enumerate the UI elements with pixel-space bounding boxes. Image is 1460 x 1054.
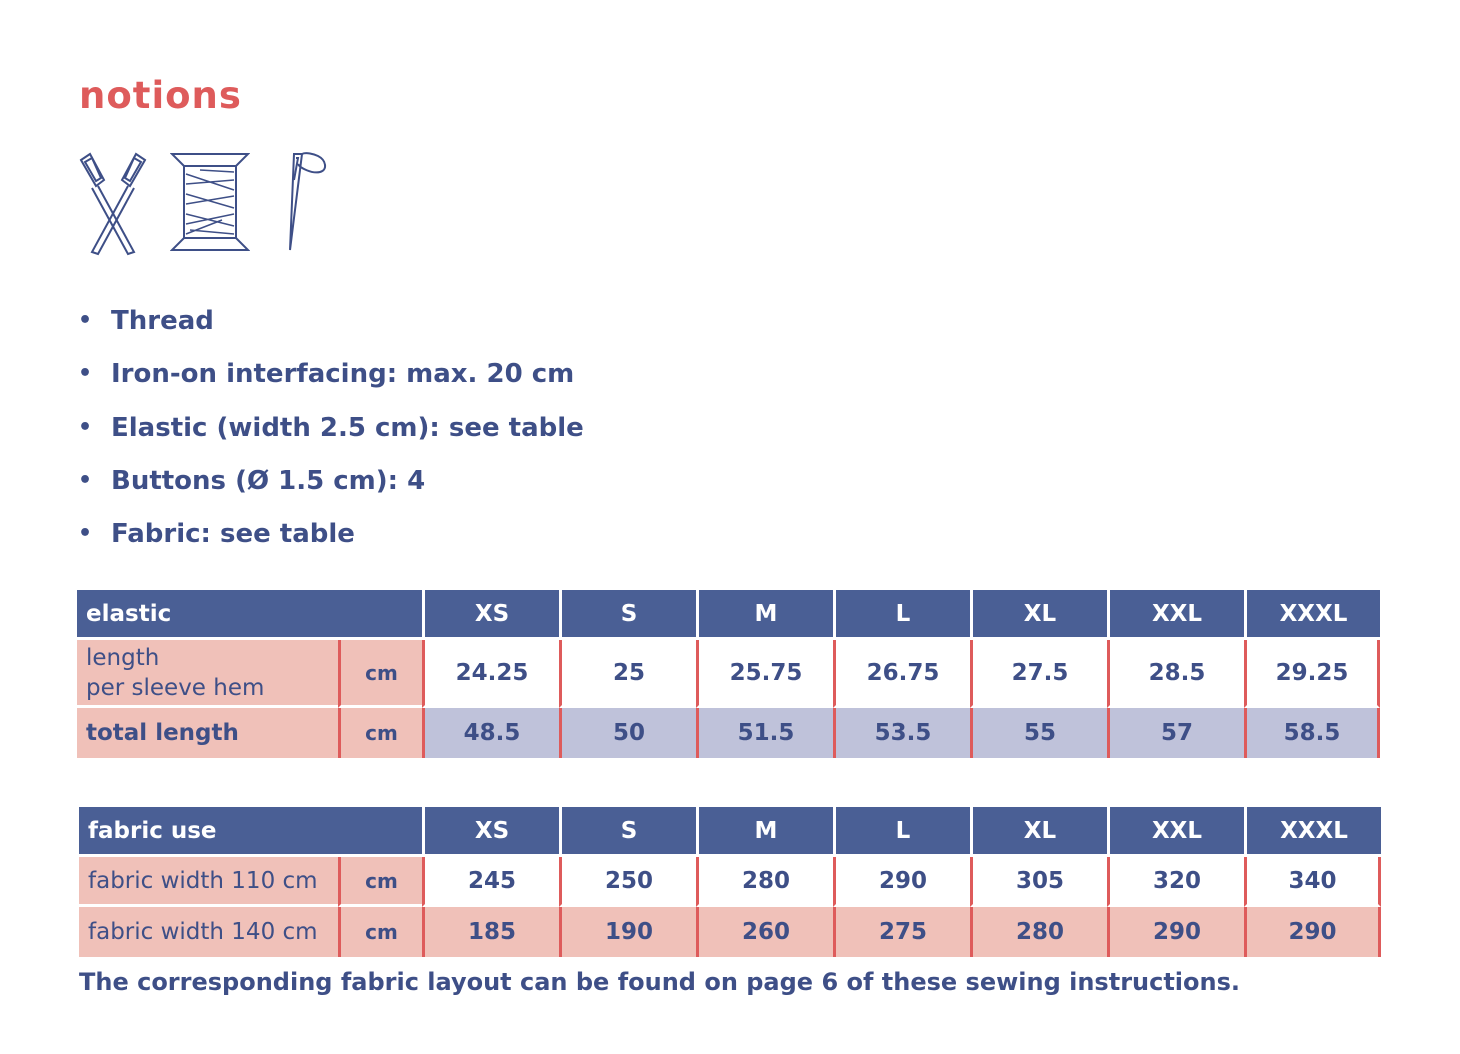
value-cell: 320	[1107, 857, 1244, 907]
list-item: Iron-on interfacing: max. 20 cm	[78, 353, 584, 406]
value-cell: 290	[833, 857, 970, 907]
value-cell: 48.5	[422, 708, 559, 758]
notion-icons	[78, 150, 338, 260]
size-header: XL	[970, 590, 1107, 640]
value-cell: 28.5	[1107, 640, 1244, 708]
table-row: fabric width 140 cm cm 185 190 260 275 2…	[79, 907, 1381, 957]
table-title: fabric use	[79, 807, 422, 857]
value-cell: 340	[1244, 857, 1381, 907]
value-cell: 190	[559, 907, 696, 957]
size-header: XS	[422, 807, 559, 857]
size-header: XS	[422, 590, 559, 640]
value-cell: 55	[970, 708, 1107, 758]
value-cell: 27.5	[970, 640, 1107, 708]
elastic-table: elastic XS S M L XL XXL XXXL length per …	[77, 590, 1380, 758]
list-item: Elastic (width 2.5 cm): see table	[78, 407, 584, 460]
size-header: M	[696, 807, 833, 857]
value-cell: 245	[422, 857, 559, 907]
value-cell: 53.5	[833, 708, 970, 758]
unit-cell: cm	[338, 708, 422, 758]
row-label-line: length	[86, 644, 160, 671]
needle-icon	[289, 152, 326, 251]
size-header: XXXL	[1244, 807, 1381, 857]
value-cell: 29.25	[1244, 640, 1380, 708]
unit-cell: cm	[338, 857, 422, 907]
size-header: L	[833, 590, 970, 640]
value-cell: 58.5	[1244, 708, 1380, 758]
unit-cell: cm	[338, 640, 422, 708]
value-cell: 57	[1107, 708, 1244, 758]
table-row: total length cm 48.5 50 51.5 53.5 55 57 …	[77, 708, 1380, 758]
table-row: length per sleeve hem cm 24.25 25 25.75 …	[77, 640, 1380, 708]
value-cell: 250	[559, 857, 696, 907]
list-item: Buttons (Ø 1.5 cm): 4	[78, 460, 584, 513]
value-cell: 51.5	[696, 708, 833, 758]
size-header: M	[696, 590, 833, 640]
value-cell: 280	[696, 857, 833, 907]
size-header: XXL	[1107, 590, 1244, 640]
table-header: elastic XS S M L XL XXL XXXL	[77, 590, 1380, 640]
size-header: XXXL	[1244, 590, 1380, 640]
value-cell: 25.75	[696, 640, 833, 708]
table-row: fabric width 110 cm cm 245 250 280 290 3…	[79, 857, 1381, 907]
row-label: fabric width 140 cm	[79, 907, 338, 957]
row-label-line: per sleeve hem	[86, 674, 265, 701]
value-cell: 185	[422, 907, 559, 957]
value-cell: 280	[970, 907, 1107, 957]
notions-list: Thread Iron-on interfacing: max. 20 cm E…	[78, 300, 584, 566]
thread-spool-icon	[170, 153, 250, 251]
size-header: L	[833, 807, 970, 857]
footnote: The corresponding fabric layout can be f…	[79, 968, 1241, 996]
size-header: XXL	[1107, 807, 1244, 857]
table-title: elastic	[77, 590, 422, 640]
list-item: Fabric: see table	[78, 513, 584, 566]
value-cell: 260	[696, 907, 833, 957]
size-header: XL	[970, 807, 1107, 857]
value-cell: 290	[1107, 907, 1244, 957]
value-cell: 24.25	[422, 640, 559, 708]
value-cell: 275	[833, 907, 970, 957]
value-cell: 290	[1244, 907, 1381, 957]
fabric-table: fabric use XS S M L XL XXL XXXL fabric w…	[79, 807, 1381, 957]
row-label: fabric width 110 cm	[79, 857, 338, 907]
value-cell: 25	[559, 640, 696, 708]
value-cell: 305	[970, 857, 1107, 907]
size-header: S	[559, 807, 696, 857]
row-label: total length	[77, 708, 338, 758]
row-label: length per sleeve hem	[77, 640, 338, 708]
list-item: Thread	[78, 300, 584, 353]
page-title: notions	[79, 74, 242, 117]
unit-cell: cm	[338, 907, 422, 957]
value-cell: 50	[559, 708, 696, 758]
size-header: S	[559, 590, 696, 640]
value-cell: 26.75	[833, 640, 970, 708]
scissors-icon	[79, 152, 147, 256]
table-header: fabric use XS S M L XL XXL XXXL	[79, 807, 1381, 857]
